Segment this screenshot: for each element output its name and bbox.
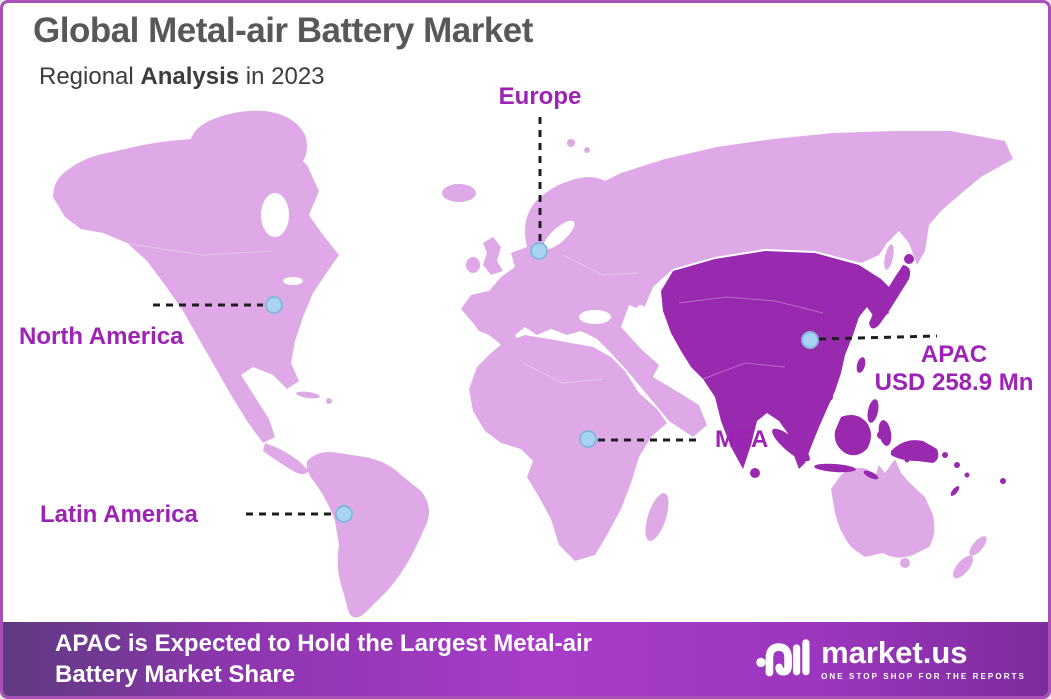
world-map [53, 110, 1013, 618]
map-iceland [442, 184, 476, 202]
map-great-lakes [283, 277, 303, 285]
map-north-america [53, 138, 339, 443]
map-apac-region [661, 251, 1006, 496]
marketus-logo-icon [756, 639, 810, 677]
marker-mea [579, 430, 597, 448]
map-new-guinea [891, 440, 939, 463]
region-label-mea: MEA [715, 426, 769, 453]
region-label-apac-block: APAC USD 258.9 Mn [861, 341, 1047, 396]
logo-brand: market.us [821, 635, 968, 670]
map-black-sea [579, 310, 611, 324]
map-java [814, 463, 856, 473]
map-new-zealand-south [952, 555, 974, 579]
map-borneo [834, 415, 871, 456]
region-label-europe: Europe [498, 83, 582, 110]
map-sumatra [772, 428, 810, 462]
logo-text-column: market.us ONE STOP SHOP FOR THE REPORTS [821, 637, 1026, 681]
banner-line-1: APAC is Expected to Hold the Largest Met… [55, 630, 592, 657]
map-hudson-bay [261, 193, 289, 237]
banner-line-2: Battery Market Share [55, 660, 296, 688]
map-south-america [306, 452, 429, 618]
page-title: Global Metal-air Battery Market [33, 11, 533, 50]
map-apac-mainland [661, 251, 893, 469]
region-label-north-america: North America [19, 323, 184, 350]
subtitle-emphasis: Analysis [140, 63, 240, 90]
connector-apac [818, 334, 938, 341]
subtitle-suffix: in 2023 [239, 63, 325, 90]
logo-tagline: ONE STOP SHOP FOR THE REPORTS [821, 672, 1026, 681]
map-caspian-sea [630, 305, 648, 337]
region-label-latin-america: Latin America [40, 501, 198, 528]
map-madagascar [645, 493, 669, 541]
map-eurasia-light [461, 131, 1013, 437]
marker-north-america [265, 296, 283, 314]
map-uk [483, 237, 503, 275]
map-africa [469, 335, 667, 561]
bottom-banner: APAC is Expected to Hold the Largest Met… [3, 622, 1048, 696]
marketus-logo: market.us ONE STOP SHOP FOR THE REPORTS [755, 631, 1026, 687]
map-tasmania [900, 558, 910, 568]
map-new-zealand-north [969, 536, 987, 556]
map-sulawesi [878, 420, 892, 446]
map-baltic-sea [543, 220, 575, 250]
map-australia [831, 459, 935, 558]
map-central-america [263, 443, 309, 474]
subtitle-prefix: Regional [39, 63, 141, 90]
marker-latin-america [335, 505, 353, 523]
map-ireland [466, 257, 480, 273]
map-japan [869, 265, 911, 329]
region-value-apac: USD 258.9 Mn [874, 368, 1034, 396]
page-subtitle: Regional Analysis in 2023 [39, 63, 325, 91]
marker-apac [801, 331, 819, 349]
marker-europe [530, 242, 548, 260]
banner-text: APAC is Expected to Hold the Largest Met… [55, 629, 592, 690]
region-label-apac: APAC [920, 341, 988, 368]
